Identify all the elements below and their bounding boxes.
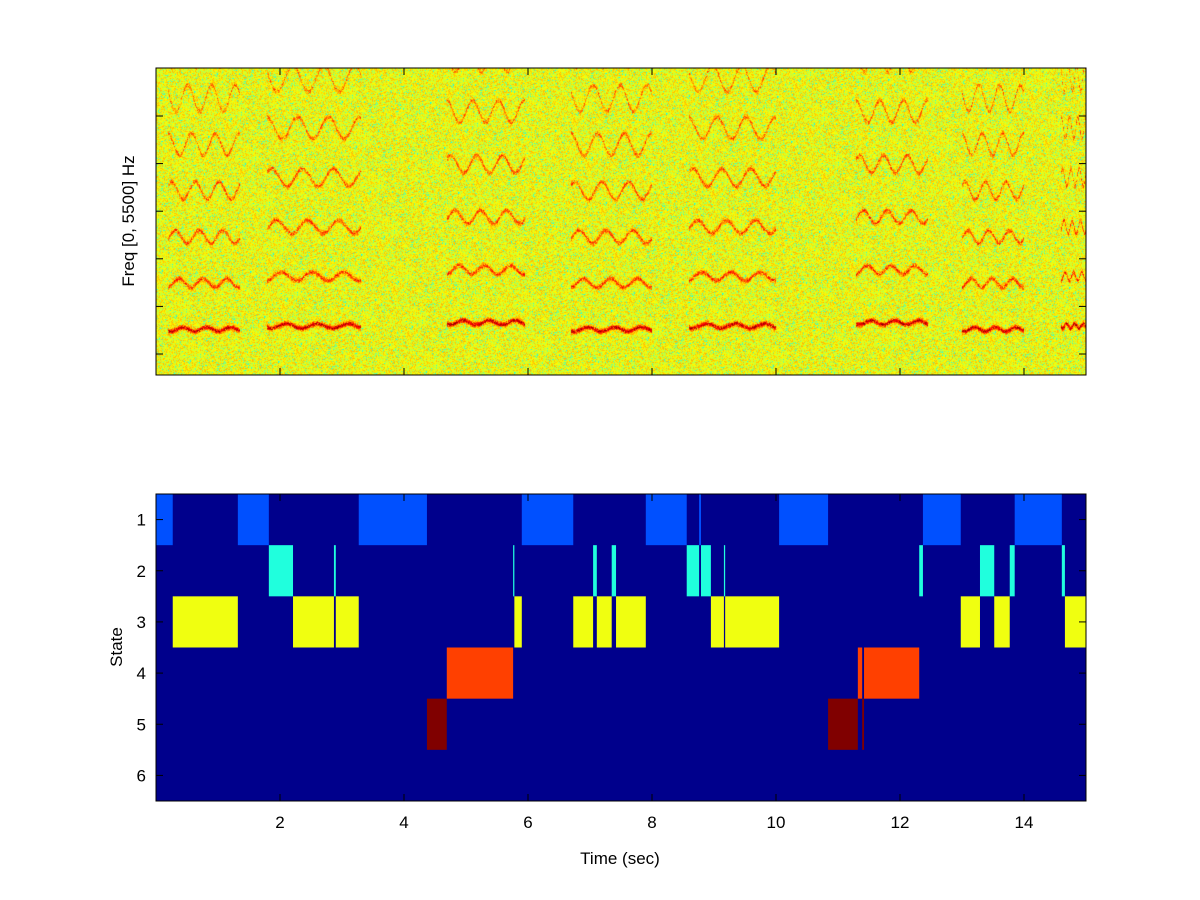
state-segment-33	[979, 545, 995, 597]
spectrogram-ylabel: Freq [0, 5500] Hz	[119, 155, 138, 286]
state-segment-5	[333, 545, 336, 597]
state-segment-30	[919, 545, 923, 597]
state-frame	[155, 493, 1087, 802]
state-segment-20	[699, 494, 701, 546]
x-tick-label: 8	[647, 813, 656, 832]
state-segment-0	[156, 494, 173, 546]
state-segment-23	[723, 545, 726, 597]
state-segment-29	[864, 647, 920, 699]
state-segment-10	[513, 545, 515, 597]
x-tick-label: 10	[767, 813, 786, 832]
spectrogram-image	[156, 68, 1086, 375]
state-segment-37	[1061, 545, 1065, 597]
state-segment-26	[828, 698, 858, 750]
state-segment-3	[268, 545, 294, 597]
state-segment-28	[862, 698, 865, 750]
x-tick-label: 6	[523, 813, 532, 832]
state-segment-7	[358, 494, 427, 546]
y-tick-label: 1	[137, 511, 146, 530]
state-segment-21	[700, 545, 711, 597]
state-segment-36	[1014, 494, 1062, 546]
state-segment-11	[514, 596, 522, 648]
state-segment-1	[172, 596, 238, 648]
state-segment-22	[710, 596, 724, 648]
state-segment-4	[293, 596, 334, 648]
x-tick-label: 12	[891, 813, 910, 832]
state-segment-35	[1009, 545, 1015, 597]
spectrogram-frame	[155, 67, 1087, 376]
state-segment-38	[1064, 596, 1086, 648]
state-segment-16	[611, 545, 617, 597]
state-segment-18	[645, 494, 687, 546]
state-segment-25	[779, 494, 829, 546]
y-tick-label: 3	[137, 613, 146, 632]
x-tick-label: 14	[1015, 813, 1034, 832]
state-segment-19	[686, 545, 700, 597]
state-segment-9	[446, 647, 514, 699]
state-segment-34	[994, 596, 1010, 648]
x-tick-label: 4	[399, 813, 408, 832]
state-segment-8	[426, 698, 447, 750]
spectrogram-axes: Freq [0, 5500] Hz	[119, 67, 1087, 376]
state-segment-31	[922, 494, 961, 546]
state-segment-24	[725, 596, 780, 648]
y-tick-label: 6	[137, 766, 146, 785]
state-segment-15	[596, 596, 612, 648]
state-segment-6	[335, 596, 359, 648]
x-tick-label: 2	[275, 813, 284, 832]
y-tick-label: 2	[137, 562, 146, 581]
y-tick-label: 4	[137, 664, 146, 683]
state-segment-27	[857, 647, 863, 699]
state-segment-12	[521, 494, 574, 546]
state-ylabel: State	[107, 627, 126, 667]
state-segment-2	[237, 494, 269, 546]
state-segment-17	[616, 596, 646, 648]
state-segment-32	[960, 596, 980, 648]
state-segment-14	[593, 545, 597, 597]
state-xlabel: Time (sec)	[580, 849, 660, 868]
state-segment-13	[573, 596, 594, 648]
y-tick-label: 5	[137, 715, 146, 734]
